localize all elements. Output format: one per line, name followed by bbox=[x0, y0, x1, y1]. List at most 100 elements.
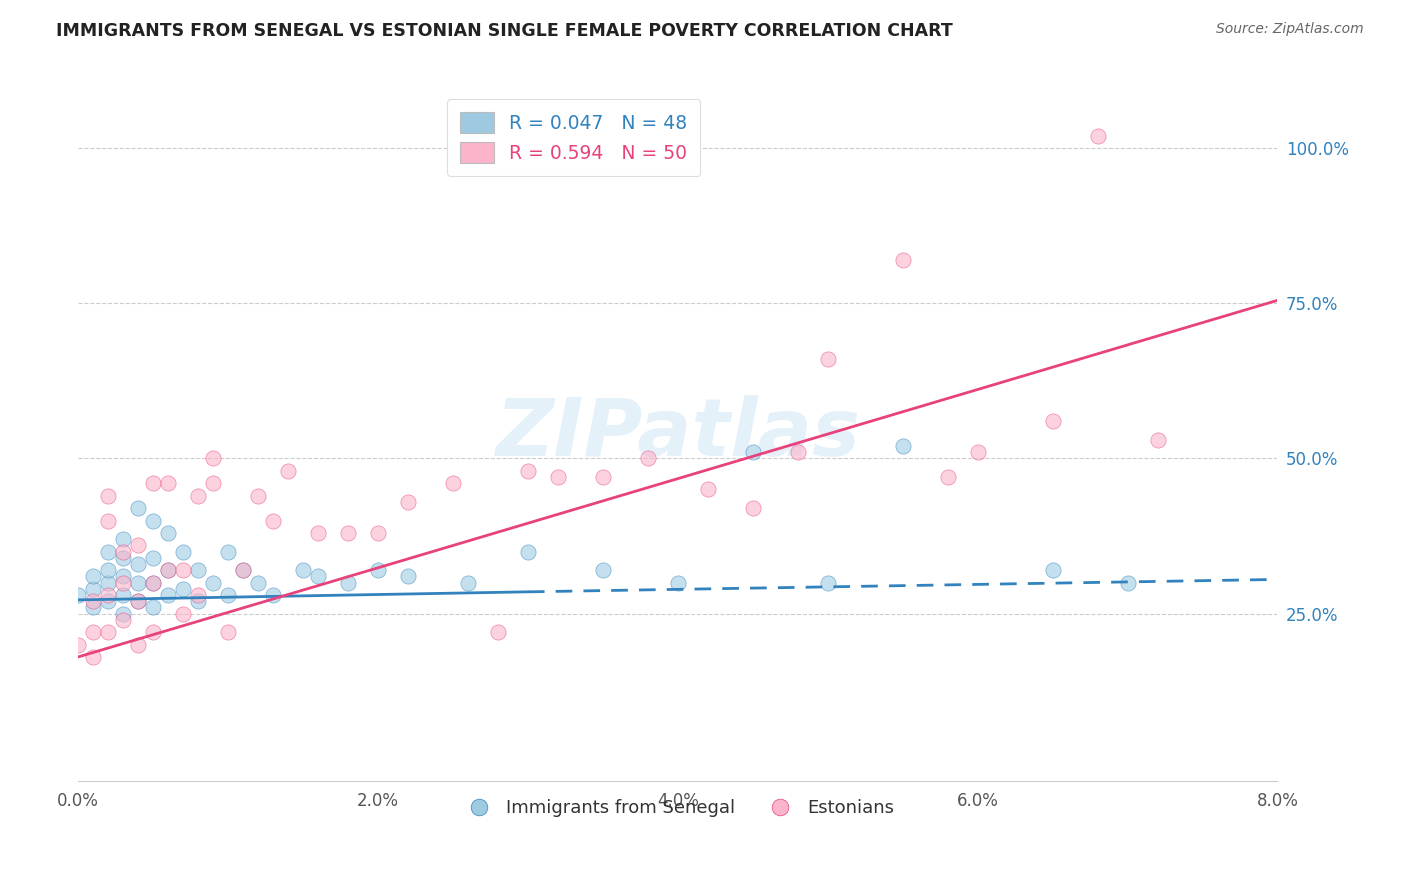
Point bbox=[82, 594, 104, 608]
Point bbox=[97, 489, 120, 503]
Point bbox=[247, 489, 270, 503]
Point bbox=[336, 525, 359, 540]
Point bbox=[172, 544, 194, 558]
Point bbox=[142, 550, 165, 565]
Point bbox=[97, 575, 120, 590]
Point bbox=[112, 569, 135, 583]
Point bbox=[262, 588, 284, 602]
Point bbox=[97, 544, 120, 558]
Point bbox=[142, 514, 165, 528]
Point bbox=[172, 563, 194, 577]
Point bbox=[516, 464, 538, 478]
Point bbox=[516, 544, 538, 558]
Point bbox=[112, 544, 135, 558]
Point bbox=[396, 495, 419, 509]
Point bbox=[127, 638, 149, 652]
Point bbox=[82, 569, 104, 583]
Point bbox=[817, 352, 839, 367]
Point bbox=[112, 588, 135, 602]
Point bbox=[232, 563, 254, 577]
Point bbox=[666, 575, 689, 590]
Point bbox=[187, 594, 209, 608]
Point bbox=[217, 544, 239, 558]
Point bbox=[82, 649, 104, 664]
Point bbox=[157, 476, 180, 491]
Point bbox=[187, 588, 209, 602]
Point bbox=[441, 476, 464, 491]
Point bbox=[741, 501, 763, 516]
Point bbox=[1042, 563, 1064, 577]
Point bbox=[547, 470, 569, 484]
Point bbox=[367, 525, 389, 540]
Point bbox=[307, 525, 329, 540]
Point bbox=[127, 501, 149, 516]
Point bbox=[142, 476, 165, 491]
Point bbox=[217, 588, 239, 602]
Point bbox=[217, 625, 239, 640]
Point bbox=[1116, 575, 1139, 590]
Point bbox=[142, 575, 165, 590]
Point bbox=[292, 563, 315, 577]
Point bbox=[127, 557, 149, 571]
Point bbox=[157, 563, 180, 577]
Point bbox=[82, 582, 104, 596]
Point bbox=[67, 638, 90, 652]
Point bbox=[396, 569, 419, 583]
Point bbox=[336, 575, 359, 590]
Point bbox=[1042, 414, 1064, 428]
Point bbox=[97, 594, 120, 608]
Point bbox=[112, 607, 135, 621]
Point bbox=[786, 445, 808, 459]
Point bbox=[97, 563, 120, 577]
Point bbox=[891, 253, 914, 268]
Point bbox=[741, 445, 763, 459]
Point bbox=[457, 575, 479, 590]
Point bbox=[817, 575, 839, 590]
Text: Source: ZipAtlas.com: Source: ZipAtlas.com bbox=[1216, 22, 1364, 37]
Text: ZIPatlas: ZIPatlas bbox=[495, 394, 860, 473]
Point bbox=[202, 451, 225, 466]
Point bbox=[202, 476, 225, 491]
Point bbox=[1087, 128, 1109, 143]
Point bbox=[127, 575, 149, 590]
Point bbox=[112, 532, 135, 546]
Legend: Immigrants from Senegal, Estonians: Immigrants from Senegal, Estonians bbox=[454, 791, 901, 824]
Point bbox=[97, 514, 120, 528]
Point bbox=[891, 439, 914, 453]
Point bbox=[637, 451, 659, 466]
Point bbox=[367, 563, 389, 577]
Point bbox=[97, 588, 120, 602]
Point bbox=[277, 464, 299, 478]
Point bbox=[142, 625, 165, 640]
Point bbox=[82, 625, 104, 640]
Point bbox=[592, 470, 614, 484]
Point bbox=[112, 575, 135, 590]
Point bbox=[127, 594, 149, 608]
Point bbox=[157, 588, 180, 602]
Text: IMMIGRANTS FROM SENEGAL VS ESTONIAN SINGLE FEMALE POVERTY CORRELATION CHART: IMMIGRANTS FROM SENEGAL VS ESTONIAN SING… bbox=[56, 22, 953, 40]
Point bbox=[112, 613, 135, 627]
Point bbox=[127, 538, 149, 552]
Point bbox=[67, 588, 90, 602]
Point bbox=[142, 575, 165, 590]
Point bbox=[157, 525, 180, 540]
Point bbox=[696, 483, 718, 497]
Point bbox=[486, 625, 509, 640]
Point bbox=[307, 569, 329, 583]
Point bbox=[202, 575, 225, 590]
Point bbox=[262, 514, 284, 528]
Point bbox=[142, 600, 165, 615]
Point bbox=[127, 594, 149, 608]
Point bbox=[187, 563, 209, 577]
Point bbox=[187, 489, 209, 503]
Point bbox=[936, 470, 959, 484]
Point bbox=[1146, 433, 1168, 447]
Point bbox=[232, 563, 254, 577]
Point bbox=[592, 563, 614, 577]
Point bbox=[247, 575, 270, 590]
Point bbox=[97, 625, 120, 640]
Point bbox=[112, 550, 135, 565]
Point bbox=[966, 445, 988, 459]
Point bbox=[172, 607, 194, 621]
Point bbox=[157, 563, 180, 577]
